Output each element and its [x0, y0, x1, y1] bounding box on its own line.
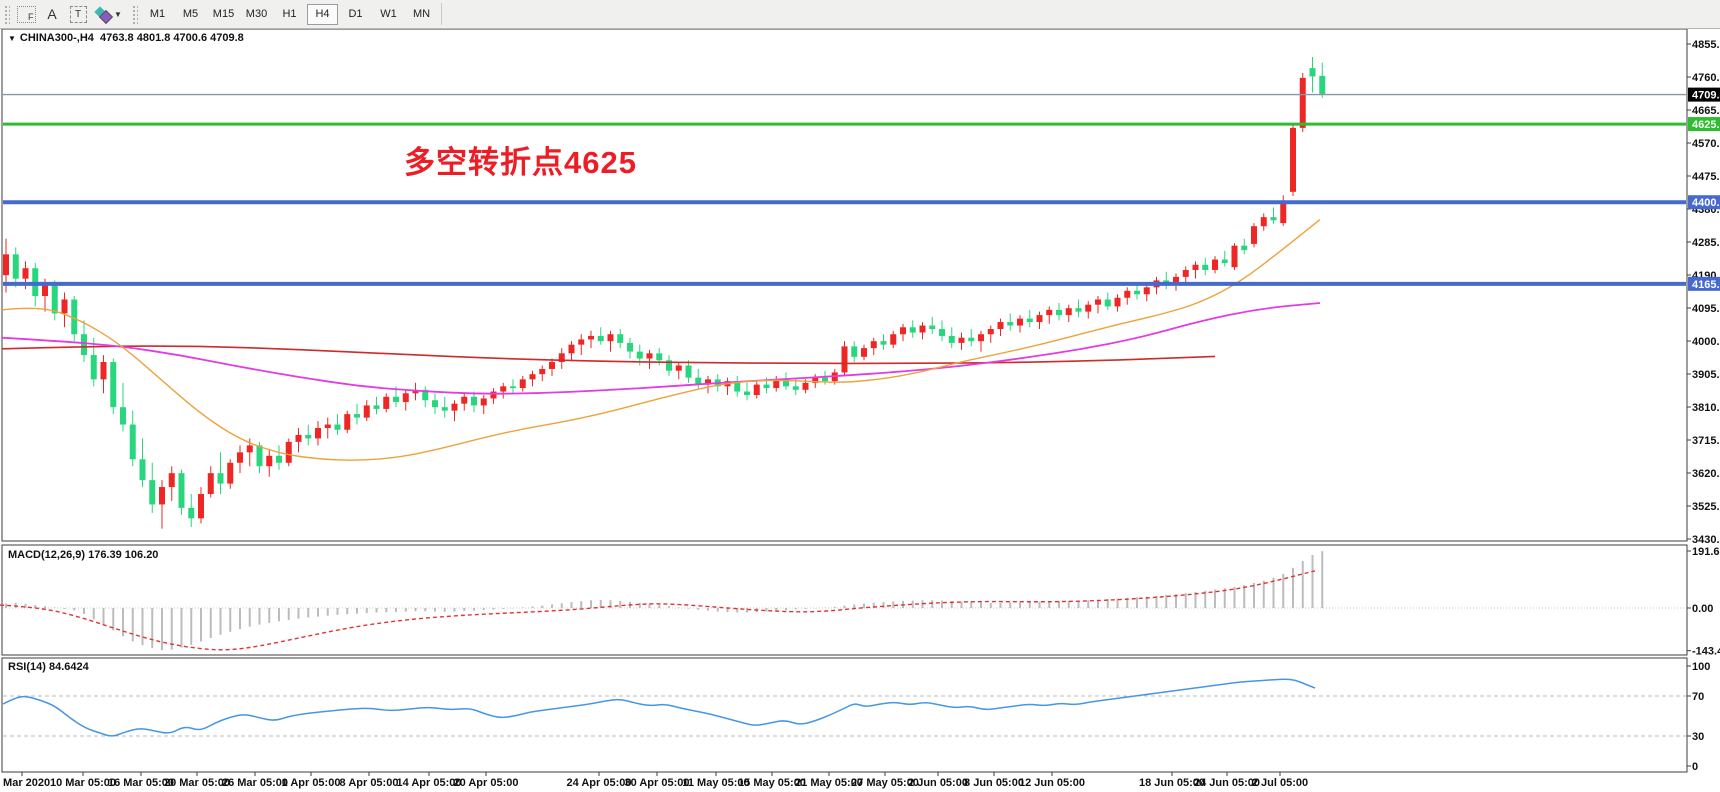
text-box-t-glyph: T — [69, 5, 87, 23]
date-label: 11 May 05:00 — [682, 777, 749, 789]
date-label: 16 Mar 05:00 — [108, 777, 174, 789]
date-label: 27 May 05:00 — [851, 777, 919, 789]
price-tag-label: 4165.0 — [1692, 279, 1720, 291]
dotted-box-f-glyph: F — [16, 5, 36, 23]
rsi-indicator-label: RSI(14) 84.6424 — [8, 661, 89, 673]
dotted-box-f-icon[interactable]: F — [15, 4, 37, 24]
ma-slow-red-line — [1, 345, 1216, 365]
date-label: 18 Jun 05:00 — [1139, 777, 1205, 789]
date-label: 20 Mar 05:00 — [164, 777, 230, 789]
symbol-title: ▼ CHINA300-,H4 4763.8 4801.8 4700.6 4709.… — [8, 32, 244, 44]
date-label: 8 Apr 05:00 — [340, 777, 399, 789]
price-tick-label: 3715.5 — [1692, 435, 1720, 447]
price-tag-4400.0 — [1688, 195, 1720, 210]
timeframe-button-D1[interactable]: D1 — [348, 8, 363, 20]
macd-tick-label: 191.63 — [1692, 546, 1720, 558]
date-label: 20 Apr 05:00 — [453, 777, 518, 789]
date-label: 12 Jun 05:00 — [1019, 777, 1085, 789]
date-label: 30 Apr 05:00 — [624, 777, 689, 789]
macd-histogram — [5, 551, 1324, 651]
price-tick-label: 4285.5 — [1692, 237, 1720, 249]
date-label: 2 Jul 05:00 — [1252, 777, 1308, 789]
timeframe-button-W1[interactable]: W1 — [380, 8, 397, 20]
price-tag-4625.0 — [1688, 117, 1720, 132]
price-tick-label: 3905.5 — [1692, 369, 1720, 381]
main-panel-border — [1, 28, 1688, 542]
toolbar-grip-2[interactable] — [131, 4, 138, 24]
text-label-a-glyph: A — [47, 6, 57, 22]
timeframe-button-MN[interactable]: MN — [412, 8, 431, 20]
price-tag-label: 4400.0 — [1692, 197, 1720, 209]
price-tick-label: 3810.5 — [1692, 402, 1720, 414]
rsi-tick-label: 70 — [1692, 691, 1704, 703]
price-tag-4165.0 — [1688, 276, 1720, 291]
date-label: 15 May 05:00 — [738, 777, 806, 789]
price-tick-label: 4095.5 — [1692, 303, 1720, 315]
rsi-tick-label: 0 — [1692, 761, 1698, 773]
date-label: 26 Mar 05:00 — [222, 777, 288, 789]
price-tick-label: 4000.5 — [1692, 336, 1720, 348]
price-tick-label: 3430.5 — [1692, 534, 1720, 546]
price-tick-label: 4570.5 — [1692, 138, 1720, 150]
collapse-triangle-icon[interactable]: ▼ — [8, 34, 16, 43]
timeframe-button-M1[interactable]: M1 — [149, 8, 166, 20]
price-tick-label: 4475.5 — [1692, 171, 1720, 183]
date-label: 2 Jun 05:00 — [908, 777, 968, 789]
text-box-t-icon[interactable]: T — [67, 4, 89, 24]
macd-indicator-label: MACD(12,26,9) 176.39 106.20 — [8, 549, 159, 561]
candles-series — [3, 57, 1326, 529]
price-tick-label: 4760.5 — [1692, 72, 1720, 84]
price-tick-label: 4855.5 — [1692, 39, 1720, 51]
dropdown-caret-icon[interactable]: ▼ — [114, 9, 122, 19]
date-label: 4 Mar 2020 — [0, 777, 50, 789]
date-label: 24 Jun 05:00 — [1194, 777, 1260, 789]
date-label: 24 Apr 05:00 — [566, 777, 631, 789]
timeframe-button-M30[interactable]: M30 — [245, 8, 268, 20]
timeframe-button-H1[interactable]: H1 — [282, 8, 297, 20]
chart-annotation-text[interactable]: 多空转折点4625 — [404, 145, 637, 180]
date-label: 14 Apr 05:00 — [396, 777, 461, 789]
price-tick-label: 3620.5 — [1692, 468, 1720, 480]
price-tag-4709.8 — [1688, 87, 1720, 102]
diamond-shapes-icon — [94, 6, 114, 25]
macd-tick-label: -143.44 — [1692, 646, 1720, 658]
date-label: 21 May 05:00 — [795, 777, 863, 789]
ma-fast-orange-line — [1, 219, 1321, 461]
rsi-tick-label: 100 — [1692, 661, 1710, 673]
timeframe-button-H4[interactable]: H4 — [307, 3, 338, 25]
timeframe-group: M1 M5 M15 M30 H1 H4 D1 W1 MN — [141, 3, 438, 25]
price-tick-label: 4665.5 — [1692, 105, 1720, 117]
toolbar-separator — [441, 3, 442, 25]
toolbar-grip[interactable] — [3, 4, 10, 24]
rsi-tick-label: 30 — [1692, 731, 1704, 743]
price-tag-label: 4709.8 — [1692, 90, 1720, 102]
symbol-ohlc-values: 4763.8 4801.8 4700.6 4709.8 — [100, 32, 244, 44]
timeframe-button-M15[interactable]: M15 — [212, 8, 235, 20]
rsi-line — [2, 678, 1316, 737]
price-tick-label: 3525.5 — [1692, 501, 1720, 513]
price-tag-label: 4625.0 — [1692, 119, 1720, 131]
color-palette-icon[interactable]: ▼ — [93, 4, 123, 25]
symbol-name: CHINA300-,H4 — [19, 32, 94, 44]
macd-signal-line — [0, 570, 1316, 651]
macd-panel-border — [1, 544, 1688, 656]
text-label-a-icon[interactable]: A — [41, 4, 63, 24]
top-toolbar: F A T ▼ M1 M5 M15 M30 H1 H4 D1 W1 MN — [0, 0, 1720, 29]
date-label: 8 Jun 05:00 — [964, 777, 1024, 789]
timeframe-button-M5[interactable]: M5 — [182, 8, 199, 20]
rsi-panel-border — [1, 657, 1688, 773]
date-label: 10 Mar 05:00 — [50, 777, 116, 789]
date-label: 1 Apr 05:00 — [282, 777, 341, 789]
ma-mid-magenta-line — [1, 302, 1321, 395]
macd-tick-label: 0.00 — [1692, 603, 1713, 615]
